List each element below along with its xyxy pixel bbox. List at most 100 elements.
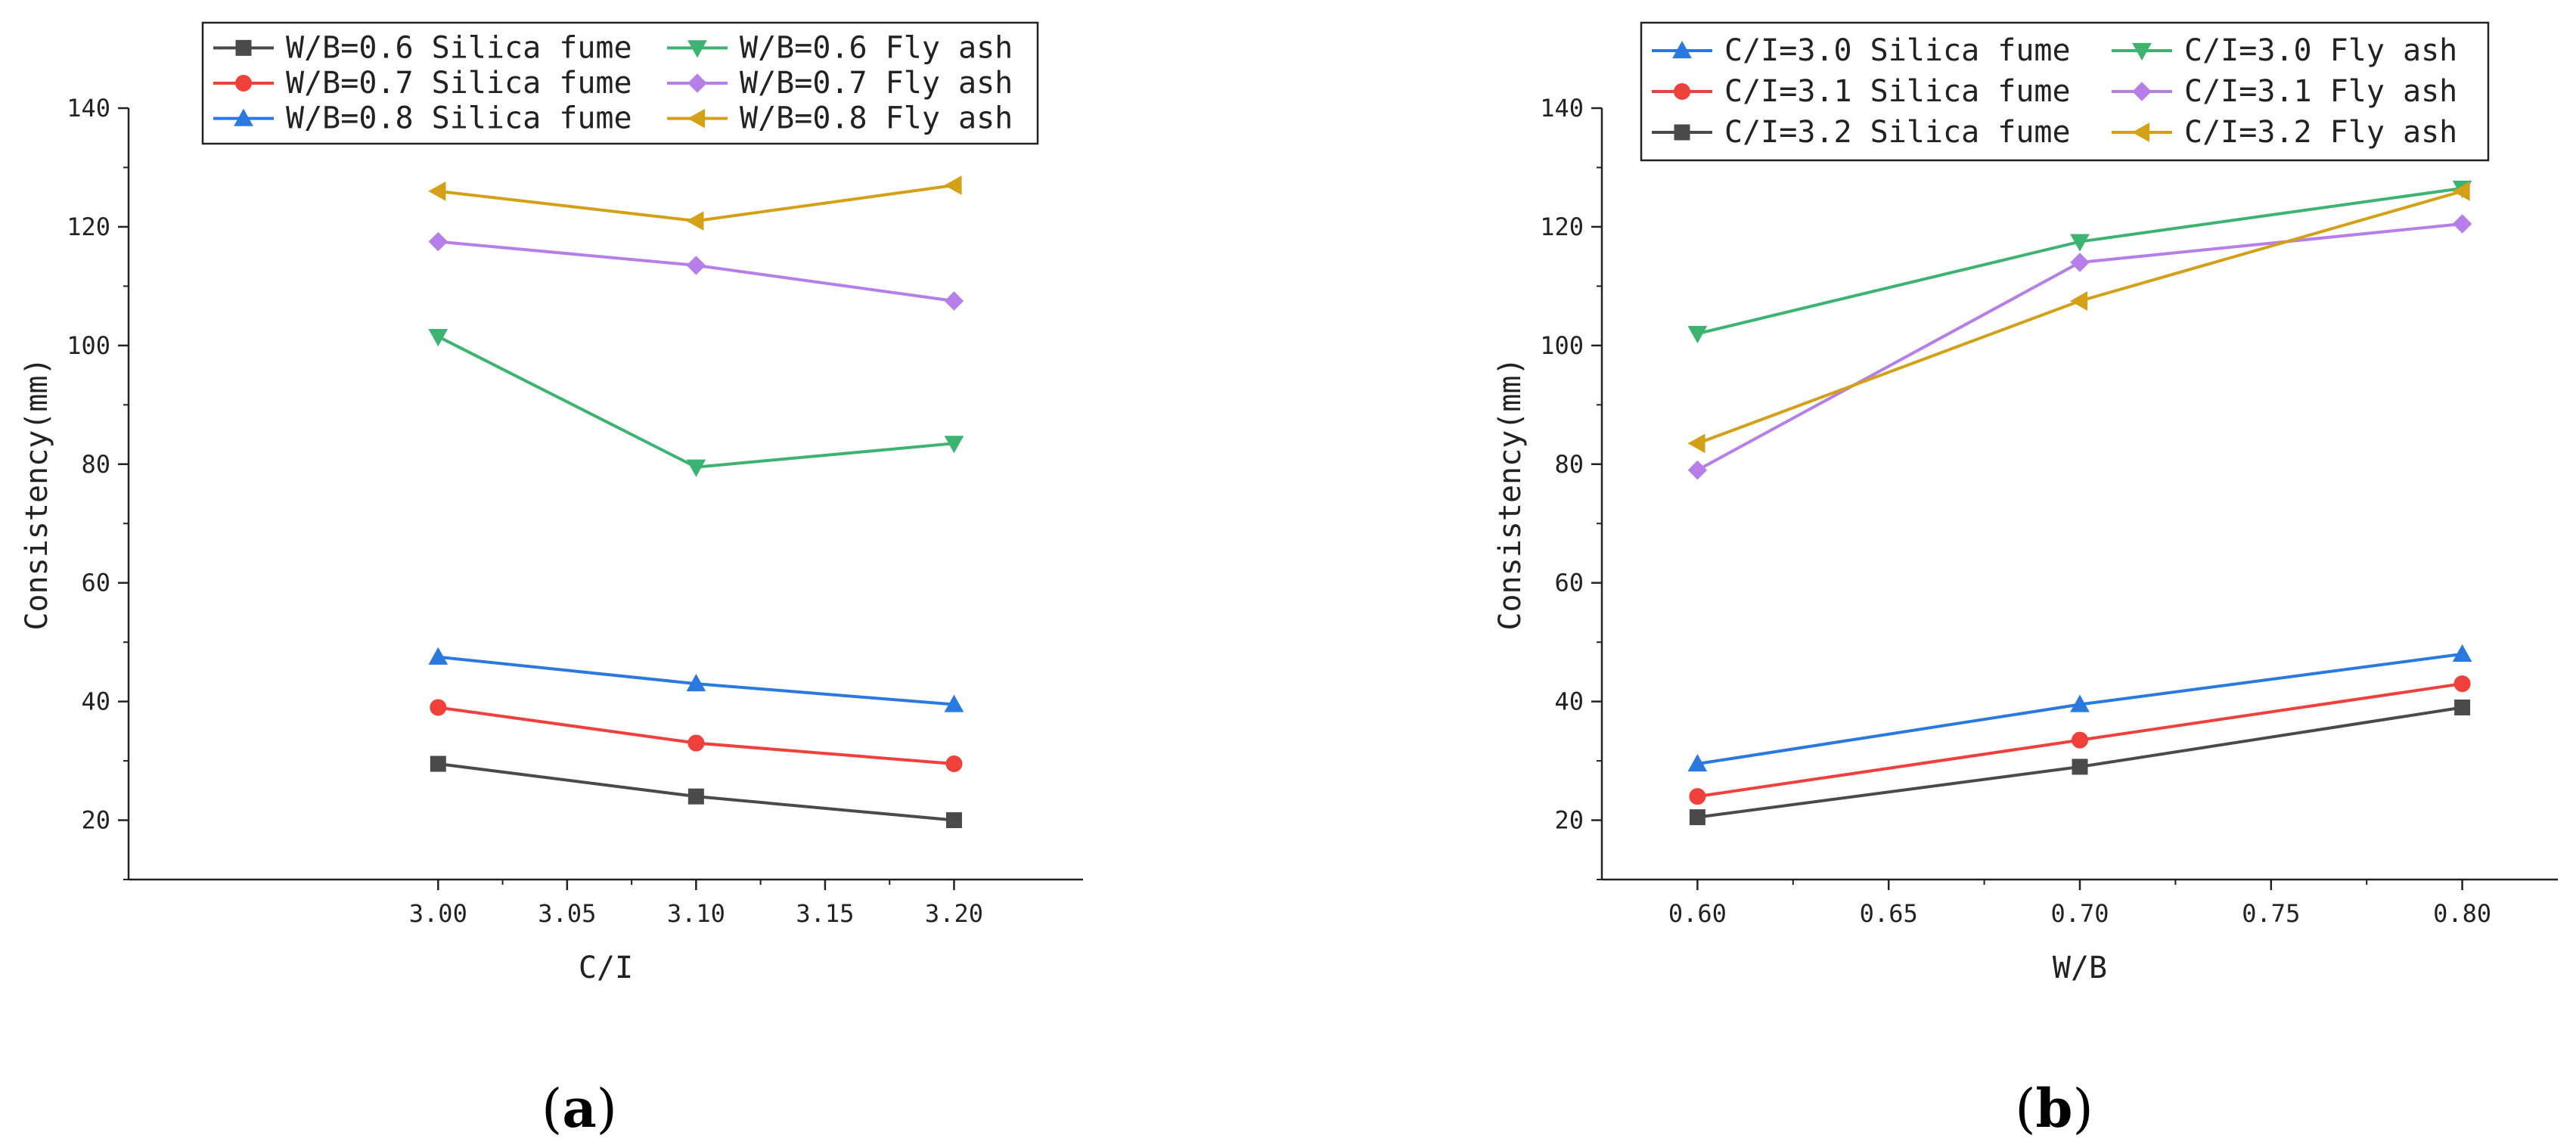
legend-entry: W/B=0.8 Fly ash — [667, 101, 1013, 136]
data-point — [2452, 214, 2472, 234]
legend-entry: C/I=3.0 Fly ash — [2112, 33, 2457, 68]
subfigure-caption: (b) — [2015, 1077, 2093, 1140]
legend-swatch-marker — [1672, 40, 1692, 59]
legend-swatch-marker — [1674, 83, 1690, 100]
data-point — [945, 756, 963, 772]
data-point — [2070, 253, 2090, 272]
x-tick-label: 3.05 — [538, 899, 596, 928]
data-point — [2452, 181, 2470, 201]
legend-entry: C/I=3.2 Silica fume — [1652, 115, 2071, 150]
series-5 — [428, 231, 964, 311]
series-1 — [1687, 644, 2472, 772]
y-tick-label: 80 — [81, 450, 110, 479]
data-point — [2453, 675, 2471, 693]
legend-swatch-marker — [1674, 124, 1690, 141]
legend-label: W/B=0.6 Silica fume — [286, 30, 632, 65]
legend-label: W/B=0.8 Silica fume — [286, 101, 632, 136]
series-1 — [430, 756, 962, 829]
legend-swatch-marker — [687, 108, 706, 129]
data-point — [2452, 644, 2472, 662]
legend-label: C/I=3.0 Fly ash — [2184, 33, 2457, 68]
series-line — [1696, 189, 2463, 445]
series-3 — [1689, 699, 2471, 826]
y-tick-label: 140 — [1540, 94, 1584, 123]
x-tick-label: 0.60 — [1668, 899, 1727, 928]
data-point — [1687, 433, 1705, 454]
x-tick-label: 3.20 — [925, 899, 983, 928]
y-tick-label: 40 — [81, 687, 110, 716]
y-axis-label: Consistency(mm) — [1493, 357, 1528, 630]
legend-label: C/I=3.1 Fly ash — [2184, 74, 2457, 109]
data-point — [1689, 788, 1706, 805]
legend-box — [1640, 21, 2490, 162]
y-tick-label: 100 — [1540, 331, 1584, 360]
y-tick-label: 120 — [67, 213, 110, 241]
legend-entry: W/B=0.8 Silica fume — [213, 101, 632, 136]
data-point — [944, 436, 964, 454]
x-tick-label: 0.80 — [2433, 899, 2491, 928]
legend-entry: C/I=3.1 Silica fume — [1652, 74, 2071, 109]
x-tick-label: 0.70 — [2050, 899, 2109, 928]
data-point — [428, 647, 448, 665]
y-tick-label: 60 — [1554, 569, 1584, 597]
series-6 — [1687, 181, 2470, 454]
legend: C/I=3.0 Silica fume C/I=3.1 Silica fume C/… — [1640, 21, 2490, 162]
legend-swatch-marker — [234, 108, 253, 126]
legend-label: W/B=0.8 Fly ash — [740, 101, 1013, 136]
y-tick-label: 60 — [81, 569, 110, 597]
data-point — [428, 181, 446, 201]
data-point — [1689, 809, 1705, 826]
data-point — [428, 231, 448, 252]
data-point — [686, 211, 704, 231]
legend-box — [201, 21, 1039, 145]
data-point — [2454, 699, 2471, 715]
y-tick-label: 140 — [67, 94, 110, 123]
data-point — [944, 694, 964, 712]
legend-label: W/B=0.6 Fly ash — [740, 30, 1013, 65]
data-point — [944, 291, 964, 311]
legend-swatch-marker — [2131, 123, 2150, 142]
data-point — [1687, 460, 1708, 480]
x-tick-label: 3.10 — [667, 899, 725, 928]
legend-swatch-marker — [2132, 42, 2152, 61]
series-5 — [1687, 214, 2472, 480]
series-6 — [428, 175, 962, 231]
data-point — [1687, 326, 1708, 344]
legend-entry: W/B=0.7 Silica fume — [213, 66, 632, 101]
legend-entry: C/I=3.0 Silica fume — [1652, 33, 2071, 68]
y-tick-label: 120 — [1540, 213, 1584, 241]
y-tick-label: 100 — [67, 331, 110, 360]
legend-label: W/B=0.7 Fly ash — [740, 66, 1013, 101]
data-point — [428, 328, 448, 347]
x-tick-label: 3.00 — [409, 899, 467, 928]
y-tick-label: 80 — [1554, 450, 1584, 479]
legend-entry: W/B=0.6 Silica fume — [213, 30, 632, 65]
legend-label: C/I=3.0 Silica fume — [1724, 33, 2071, 68]
legend-label: W/B=0.7 Silica fume — [286, 66, 632, 101]
data-point — [686, 256, 706, 275]
x-tick-label: 0.65 — [1860, 899, 1918, 928]
data-point — [430, 699, 447, 716]
y-axis-label: Consistency(mm) — [20, 357, 54, 630]
series-2 — [430, 699, 963, 772]
data-point — [2070, 234, 2090, 252]
x-axis-label: C/I — [579, 951, 633, 985]
legend-label: C/I=3.2 Fly ash — [2184, 115, 2457, 150]
data-point — [2070, 694, 2090, 712]
chart-b: 0.60 0.65 0.70 0.75 0.80 20 40 60 80 100 120 140 W/B… — [1493, 21, 2558, 1140]
series-4 — [1687, 180, 2472, 344]
chart-a: 3.00 3.05 3.10 3.15 3.20 20 40 60 80 100 120 140 C/I… — [20, 21, 1083, 1140]
data-point — [686, 459, 706, 477]
legend-swatch-marker — [687, 40, 707, 58]
x-axis-label: W/B — [2053, 951, 2107, 985]
legend-entry: W/B=0.7 Fly ash — [667, 66, 1013, 101]
y-tick-label: 20 — [81, 806, 110, 835]
data-point — [945, 812, 962, 829]
data-point — [686, 674, 706, 692]
legend-swatch-marker — [2132, 82, 2152, 101]
data-point — [687, 734, 705, 752]
data-point — [430, 756, 446, 772]
subfigure-caption: (a) — [542, 1077, 617, 1140]
